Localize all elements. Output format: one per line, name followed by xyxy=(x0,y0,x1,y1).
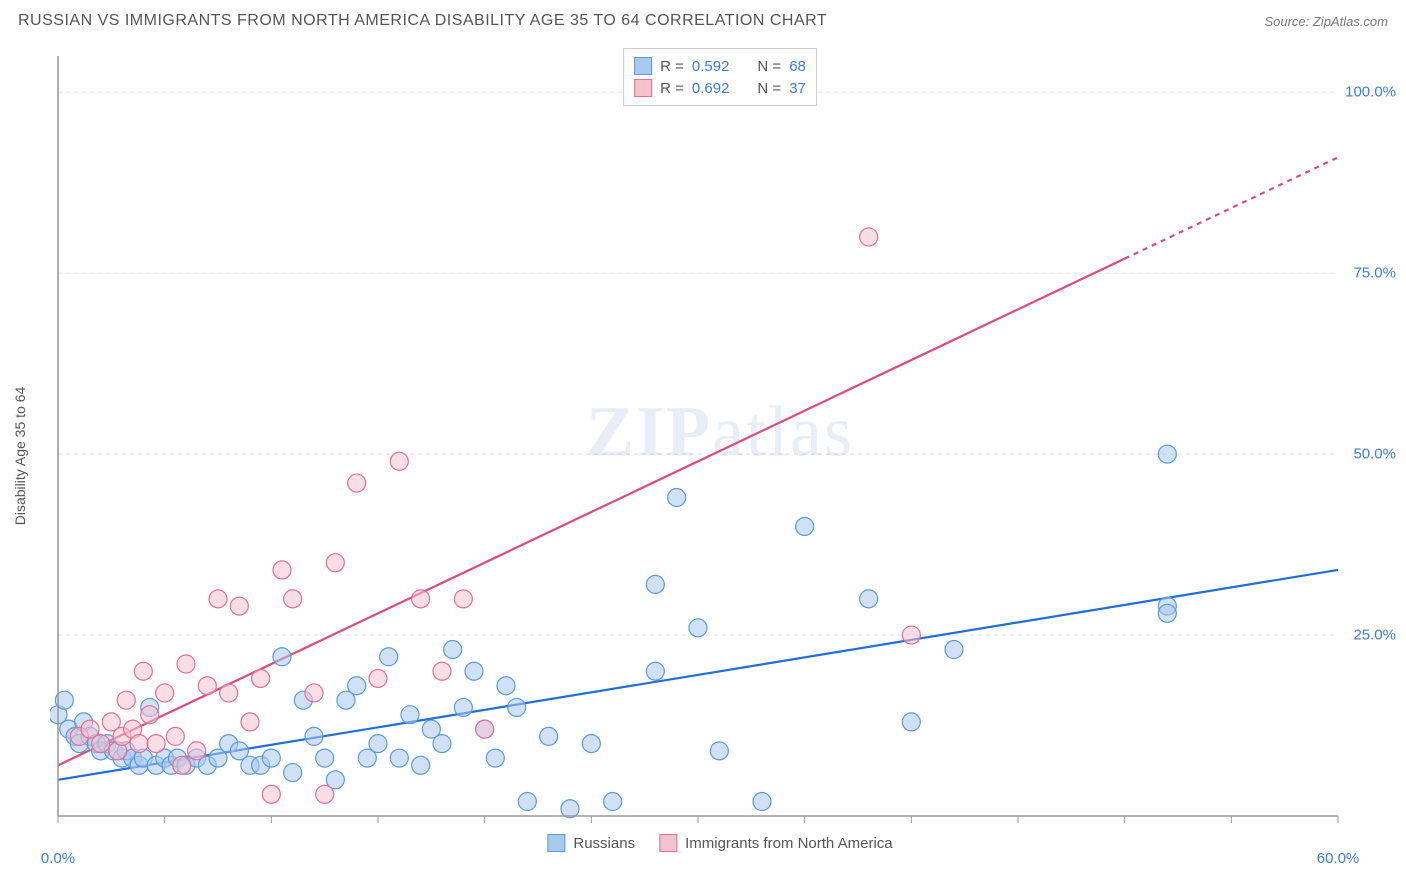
correlation-stats-box: R = 0.592 N = 68 R = 0.692 N = 37 xyxy=(623,48,817,106)
swatch-icon xyxy=(634,79,652,97)
y-tick-label: 75.0% xyxy=(1353,265,1396,282)
legend-item-immigrants: Immigrants from North America xyxy=(659,834,893,852)
legend-label: Immigrants from North America xyxy=(685,835,893,852)
y-axis-label: Disability Age 35 to 64 xyxy=(12,387,28,526)
stat-n-value: 68 xyxy=(789,58,806,75)
stat-r-label: R = xyxy=(660,80,684,97)
stat-n-value: 37 xyxy=(789,80,806,97)
chart-title: RUSSIAN VS IMMIGRANTS FROM NORTH AMERICA… xyxy=(18,12,827,30)
legend-label: Russians xyxy=(573,835,635,852)
stat-n-label: N = xyxy=(757,80,781,97)
x-tick-label: 0.0% xyxy=(41,850,75,867)
stats-row-immigrants: R = 0.692 N = 37 xyxy=(634,77,806,99)
swatch-icon xyxy=(547,834,565,852)
y-tick-label: 25.0% xyxy=(1353,627,1396,644)
scatter-chart xyxy=(50,48,1346,824)
stat-r-label: R = xyxy=(660,58,684,75)
swatch-icon xyxy=(634,57,652,75)
stat-n-label: N = xyxy=(757,58,781,75)
legend-item-russians: Russians xyxy=(547,834,635,852)
y-tick-label: 50.0% xyxy=(1353,446,1396,463)
y-tick-label: 100.0% xyxy=(1345,84,1396,101)
chart-container: Disability Age 35 to 64 ZIPatlas R = 0.5… xyxy=(50,48,1390,848)
stats-row-russians: R = 0.592 N = 68 xyxy=(634,55,806,77)
source-attribution: Source: ZipAtlas.com xyxy=(1264,14,1388,29)
swatch-icon xyxy=(659,834,677,852)
stat-r-value: 0.692 xyxy=(692,80,730,97)
x-tick-label: 60.0% xyxy=(1317,850,1360,867)
legend: Russians Immigrants from North America xyxy=(547,834,892,852)
stat-r-value: 0.592 xyxy=(692,58,730,75)
